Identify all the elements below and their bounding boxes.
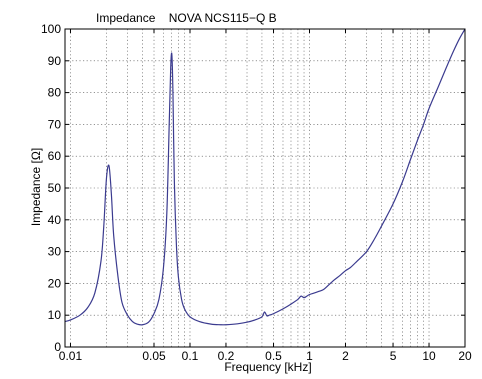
- chart-title: Impedance NOVA NCS115−Q B: [96, 11, 277, 25]
- x-tick-label: 0.05: [142, 349, 166, 363]
- x-tick-label: 1: [306, 349, 313, 363]
- y-tick-label: 60: [48, 149, 62, 163]
- y-tick-label: 20: [48, 276, 62, 290]
- grid-lines: [65, 29, 465, 347]
- x-axis-label: Frequency [kHz]: [224, 360, 311, 374]
- x-tick-label: 0.2: [218, 349, 235, 363]
- y-axis-label: Impedance [Ω]: [29, 148, 43, 226]
- y-tick-label: 80: [48, 86, 62, 100]
- y-tick-label: 0: [54, 340, 61, 354]
- x-tick-label: 20: [458, 349, 472, 363]
- y-tick-label: 90: [48, 54, 62, 68]
- x-tick-label: 10: [422, 349, 436, 363]
- x-tick-label: 5: [390, 349, 397, 363]
- y-tick-label: 70: [48, 117, 62, 131]
- plot-series: [64, 28, 466, 326]
- y-tick-label: 30: [48, 245, 62, 259]
- y-tick-label: 50: [48, 181, 62, 195]
- y-tick-label: 100: [41, 22, 61, 36]
- x-tick-label: 0.01: [59, 349, 83, 363]
- plot-frame: [64, 28, 466, 348]
- impedance-curve: [64, 28, 466, 326]
- y-tick-label: 10: [48, 308, 62, 322]
- axis-ticks: 0.01 0.05 0.1 0.2 0.5 1 2 5 10 20 0 10 20 30 40 50 60 70 8…: [41, 22, 472, 363]
- x-tick-label: 2: [342, 349, 349, 363]
- x-tick-label: 0.5: [265, 349, 282, 363]
- y-tick-label: 40: [48, 213, 62, 227]
- x-tick-label: 0.1: [182, 349, 199, 363]
